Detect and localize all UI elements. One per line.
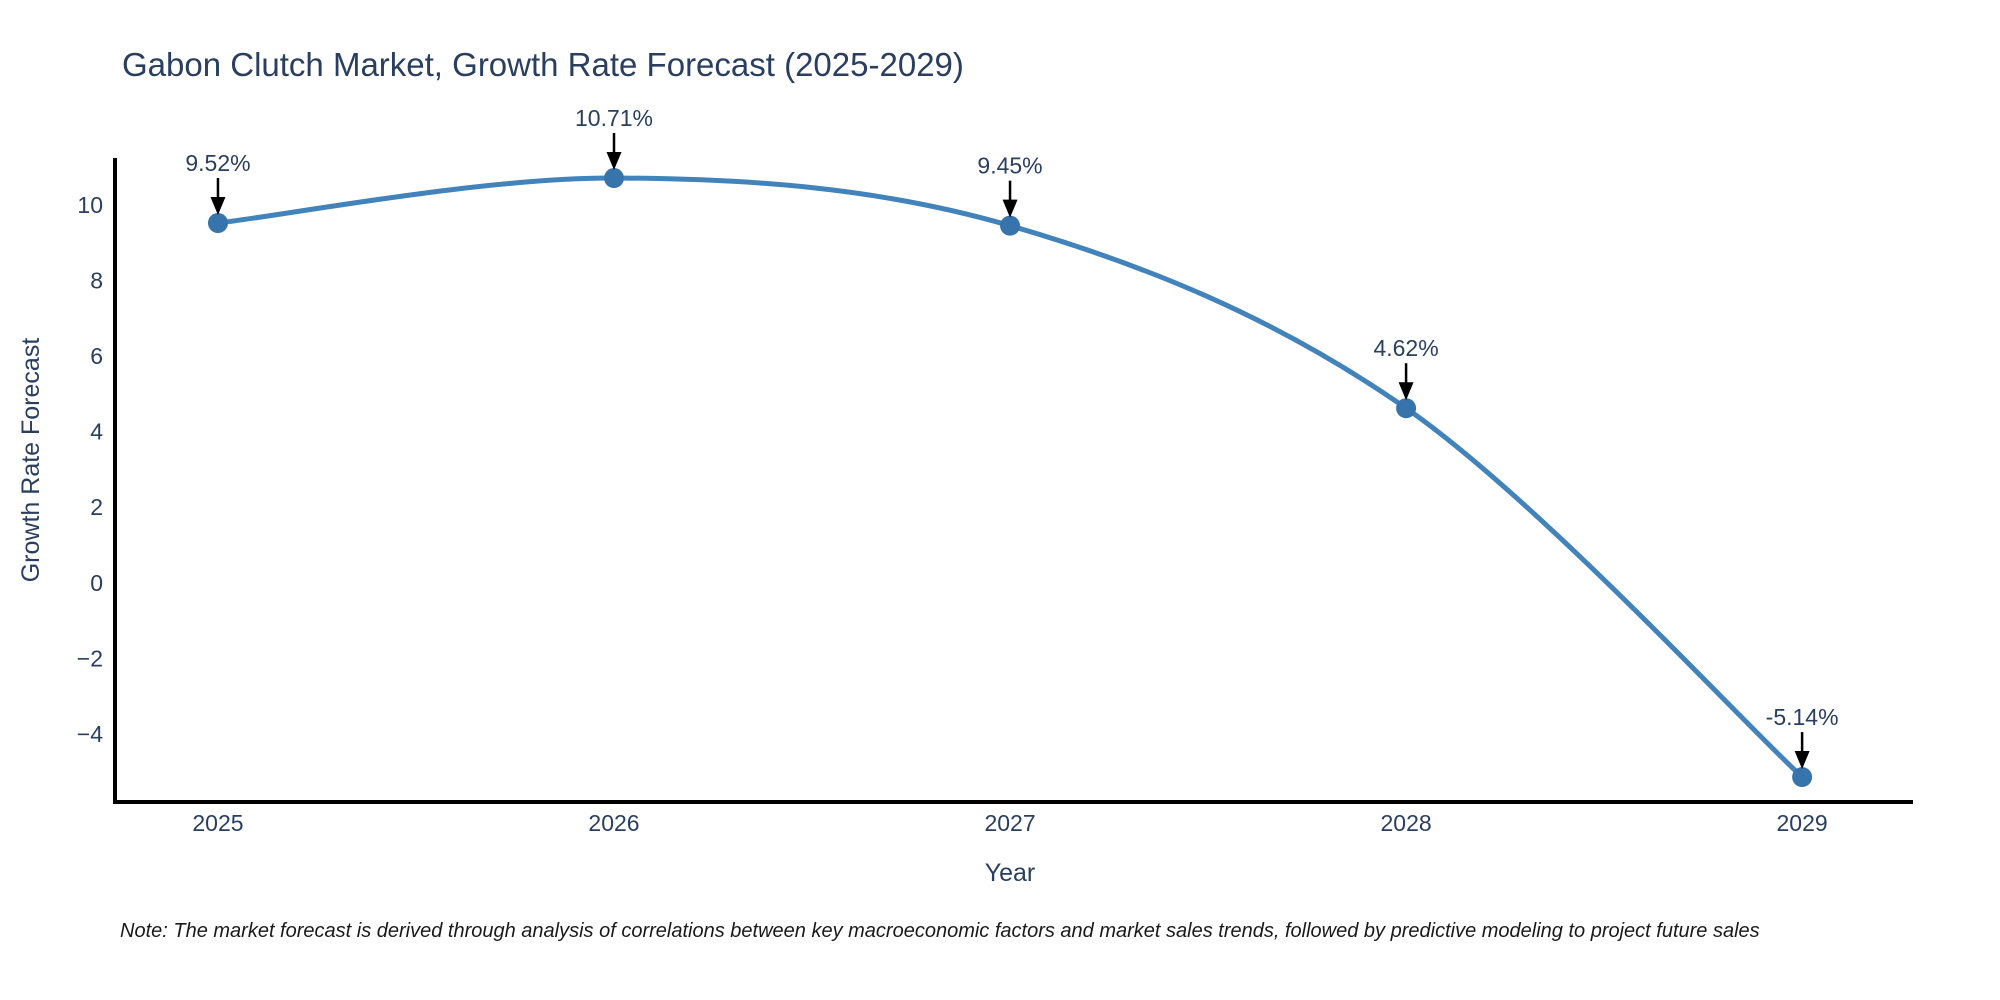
annotation-label: -5.14% xyxy=(1766,704,1839,730)
y-tick-label: 8 xyxy=(90,267,103,293)
annotation-arrowhead xyxy=(1398,382,1414,401)
data-point-marker xyxy=(207,213,228,234)
y-tick-label: 6 xyxy=(90,343,103,369)
y-tick-label: 0 xyxy=(90,570,103,596)
annotation-label: 9.52% xyxy=(185,150,250,176)
forecast-line xyxy=(215,175,1805,780)
x-axis-title: Year xyxy=(985,859,1036,887)
x-tick-label: 2029 xyxy=(1777,810,1828,836)
y-tick-label: 10 xyxy=(77,192,103,218)
annotation-label: 10.71% xyxy=(575,105,653,131)
y-tick-label: −2 xyxy=(77,645,103,671)
annotation-label: 4.62% xyxy=(1373,335,1438,361)
annotation-arrowhead xyxy=(210,197,226,216)
data-point-marker xyxy=(1000,215,1021,236)
y-tick-label: −4 xyxy=(77,721,103,747)
y-axis-title: Growth Rate Forecast xyxy=(17,338,45,583)
data-point-marker xyxy=(1792,767,1813,788)
plot-layer: 10 8 6 4 2 0 −2 −4 2025 2026 2027 2028 2029 9.52% 10.7… xyxy=(77,105,1913,836)
annotation-label: 9.45% xyxy=(977,153,1042,179)
x-tick-label: 2026 xyxy=(588,810,639,836)
x-tick-label: 2027 xyxy=(984,810,1035,836)
x-tick-label: 2025 xyxy=(192,810,243,836)
y-tick-label: 4 xyxy=(90,419,103,445)
annotation-arrowhead xyxy=(1002,199,1018,218)
footnote: Note: The market forecast is derived thr… xyxy=(120,920,1760,942)
x-tick-label: 2028 xyxy=(1380,810,1431,836)
chart-title: Gabon Clutch Market, Growth Rate Forecas… xyxy=(122,46,964,83)
annotation-arrowhead xyxy=(606,152,622,171)
annotation-arrowhead xyxy=(1794,751,1810,770)
y-tick-label: 2 xyxy=(90,494,103,520)
data-point-marker xyxy=(1396,398,1417,419)
data-point-marker xyxy=(604,168,625,189)
